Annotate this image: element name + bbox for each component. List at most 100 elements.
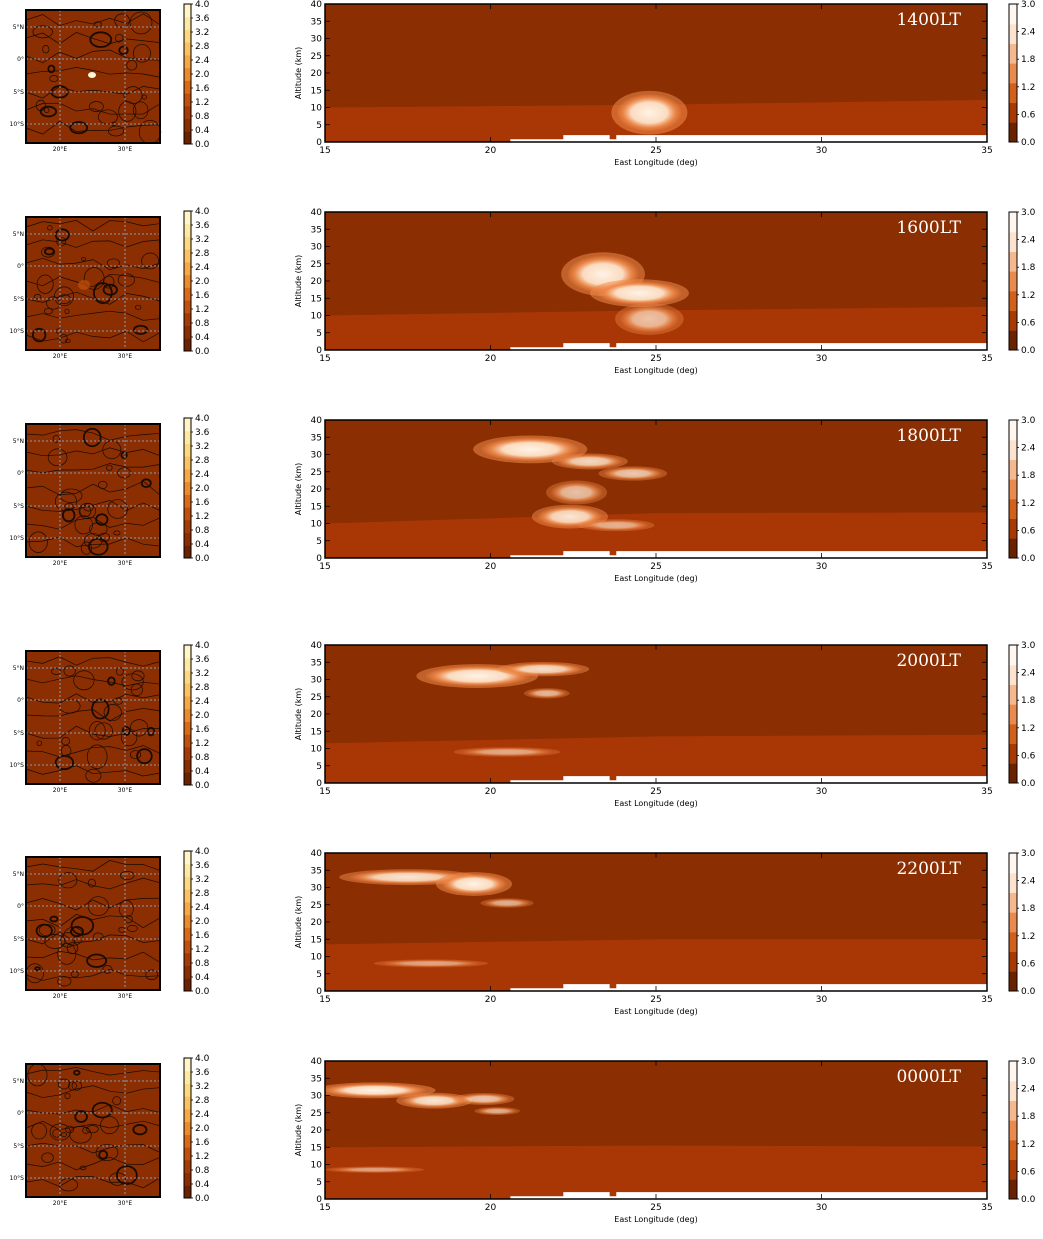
section-colorbar-tick-label: 2.4 (1021, 1085, 1036, 1095)
map-contour-line (25, 310, 161, 321)
map-lat-tick: 10°S (10, 968, 25, 975)
y-tick-label: 5 (316, 537, 322, 547)
map-colorbar-segment (184, 443, 191, 457)
map-contour (141, 94, 147, 100)
map-contour (89, 101, 104, 113)
map-lat-tick: 0° (17, 470, 24, 477)
map-frame (25, 216, 161, 351)
map-colorbar-segment (184, 545, 191, 559)
map-colorbar-segment (184, 456, 191, 470)
map-colorbar-segment (184, 42, 191, 56)
section-colorbar-tick-label: 3.0 (1021, 208, 1036, 218)
section-colorbar-tick-label: 0.6 (1021, 959, 1036, 969)
map-colorbar-segment (184, 978, 191, 992)
y-tick-label: 35 (311, 866, 322, 876)
section-colorbar-tick-label: 0.6 (1021, 526, 1036, 536)
map-colorbar-segment (184, 657, 191, 671)
map-contour (44, 107, 50, 114)
section-colorbar-tick-label: 1.8 (1021, 263, 1036, 273)
map-colorbar-tick-label: 2.0 (195, 1124, 210, 1134)
y-tick-label: 5 (316, 121, 322, 131)
terrain (510, 984, 987, 991)
map-contour (73, 670, 95, 691)
map-colorbar-segment (184, 1185, 191, 1199)
y-tick-label: 0 (316, 1195, 322, 1205)
section-colorbar-segment (1009, 122, 1017, 143)
map-lon-tick: 30°E (118, 787, 133, 794)
map-contour (66, 942, 79, 955)
map-colorbar-tick-label: 1.6 (195, 84, 210, 94)
map-colorbar-tick-label: 3.6 (195, 655, 210, 665)
map-colorbar-tick-label: 4.0 (195, 414, 210, 424)
section-colorbar-tick-label: 2.4 (1021, 28, 1036, 38)
map-contour (118, 45, 129, 56)
section-colorbar-tick-label: 0.0 (1021, 138, 1036, 148)
map-colorbar-tick-label: 2.0 (195, 70, 210, 80)
cloud (440, 873, 508, 895)
map-colorbar-tick-label: 3.6 (195, 221, 210, 231)
map-contour-line (25, 257, 161, 271)
map-colorbar-tick-label: 3.6 (195, 1068, 210, 1078)
map-colorbar-segment (184, 325, 191, 339)
panel-row-1400LT: 5°N 0° 5°S 10°S 20°E 30°E 4.0 3.6 3.2 2.8 2.4 2.0 1.… (10, 0, 1036, 167)
map-lat-tick: 0° (17, 697, 24, 704)
y-tick-label: 25 (311, 260, 322, 270)
section-colorbar-segment (1009, 1139, 1017, 1161)
y-tick-label: 40 (311, 0, 323, 10)
y-tick-label: 25 (311, 52, 322, 62)
section-colorbar-tick-label: 3.0 (1021, 1057, 1036, 1067)
map-panel: 5°N 0° 5°S 10°S 20°E 30°E (10, 423, 161, 567)
section-colorbar: 3.0 2.4 1.8 1.2 0.6 0.0 (1008, 0, 1036, 148)
section-colorbar-segment (1009, 231, 1017, 252)
map-colorbar: 4.0 3.6 3.2 2.8 2.4 2.0 1.6 1.2 0.8 0.4 0.0 (183, 1054, 210, 1204)
cloud (536, 506, 604, 527)
map-colorbar-segment (184, 851, 191, 865)
map-contour (49, 915, 59, 923)
map-contour (80, 541, 92, 555)
section-panel: 15 20 25 30 35 0 5 10 15 20 25 30 35 40 East Longitude… (294, 416, 993, 583)
map-lat-tick: 10°S (10, 535, 25, 542)
section-colorbar-tick-label: 2.4 (1021, 669, 1036, 679)
map-colorbar-segment (184, 889, 191, 903)
map-contour-line (25, 693, 161, 704)
y-tick-label: 20 (311, 277, 323, 287)
y-tick-label: 25 (311, 1109, 322, 1119)
x-tick-label: 20 (485, 146, 497, 156)
map-colorbar-tick-label: 1.6 (195, 1138, 210, 1148)
map-colorbar-tick-label: 1.2 (195, 305, 209, 315)
map-lon-tick: 30°E (118, 993, 133, 1000)
x-tick-label: 30 (816, 1203, 828, 1213)
map-contour (88, 537, 109, 556)
map-contour (28, 531, 48, 553)
local-time-label: 2000LT (896, 651, 961, 671)
y-tick-label: 20 (311, 69, 323, 79)
map-colorbar-segment (184, 683, 191, 697)
section-colorbar: 3.0 2.4 1.8 1.2 0.6 0.0 (1008, 849, 1036, 997)
section-colorbar-segment (1009, 23, 1017, 44)
map-contour (140, 478, 152, 488)
boundary-layer (325, 734, 987, 783)
map-contour-line (25, 1085, 161, 1098)
map-contour (65, 1125, 75, 1134)
section-colorbar-segment (1009, 498, 1017, 520)
map-contour-line (25, 429, 161, 441)
section-panel: 15 20 25 30 35 0 5 10 15 20 25 30 35 40 East Longitude… (294, 208, 993, 375)
cloud (503, 662, 584, 676)
x-tick-label: 15 (319, 146, 330, 156)
y-tick-label: 35 (311, 17, 322, 27)
section-colorbar-frame (1008, 3, 1018, 143)
map-colorbar-segment (184, 67, 191, 81)
section-plot-area (325, 1061, 987, 1199)
map-colorbar-segment (184, 1121, 191, 1135)
map-contour (35, 99, 46, 112)
map-contour-line (25, 968, 161, 981)
map-contour (41, 1152, 54, 1163)
map-contour-line (25, 1156, 161, 1171)
y-tick-label: 15 (311, 727, 322, 737)
map-colorbar-tick-label: 2.0 (195, 277, 210, 287)
section-panel: 15 20 25 30 35 0 5 10 15 20 25 30 35 40 East Longitude… (294, 849, 993, 1016)
section-colorbar-tick-label: 2.4 (1021, 236, 1036, 246)
map-contour (92, 282, 113, 305)
map-colorbar-tick-label: 0.4 (195, 767, 210, 777)
map-colorbar-tick-label: 2.0 (195, 711, 210, 721)
